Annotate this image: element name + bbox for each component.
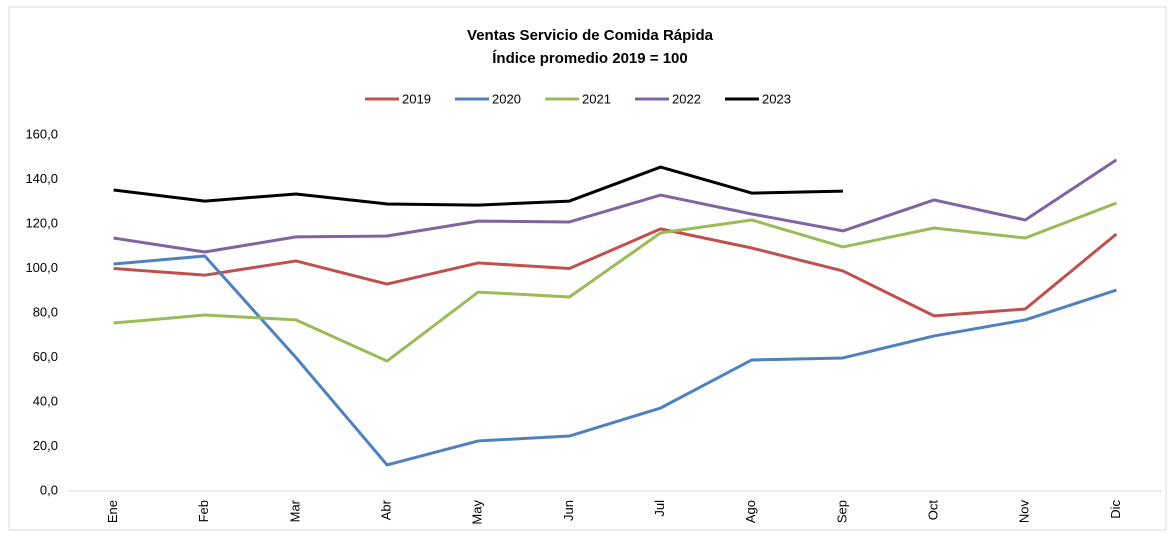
x-tick-label: Abr [379,499,394,520]
x-tick-label: Ene [105,500,120,523]
chart-subtitle: Índice promedio 2019 = 100 [492,50,688,67]
legend-label: 2021 [582,91,611,106]
y-tick-label: 120,0 [25,215,58,230]
x-tick-label: Sep [834,500,849,523]
legend-label: 2023 [762,91,791,106]
y-tick-label: 100,0 [25,260,58,275]
chart-frame [8,6,1167,531]
x-tick-label: Jun [561,500,576,521]
y-tick-label: 160,0 [25,126,58,141]
x-tick-label: May [470,500,485,525]
y-tick-label: 20,0 [33,438,58,453]
x-tick-label: Nov [1017,500,1032,524]
legend-label: 2019 [402,91,431,106]
y-tick-label: 60,0 [33,349,58,364]
x-tick-label: Jul [652,500,667,517]
x-tick-label: Oct [926,500,941,521]
x-tick-label: Ago [743,500,758,523]
series-line [113,227,1118,318]
x-tick-label: Feb [196,500,211,522]
legend-label: 2022 [672,91,701,106]
y-tick-label: 0,0 [40,482,58,497]
y-tick-label: 140,0 [25,171,58,186]
series-line [113,165,843,207]
series-line [113,158,1118,254]
series-line [113,254,1117,467]
x-tick-label: Dic [1108,500,1123,519]
legend-label: 2020 [492,91,521,106]
chart-title: Ventas Servicio de Comida Rápida [467,27,714,44]
y-tick-label: 40,0 [33,393,58,408]
series-line [113,201,1117,363]
x-tick-label: Mar [287,499,302,522]
y-tick-label: 80,0 [33,304,58,319]
